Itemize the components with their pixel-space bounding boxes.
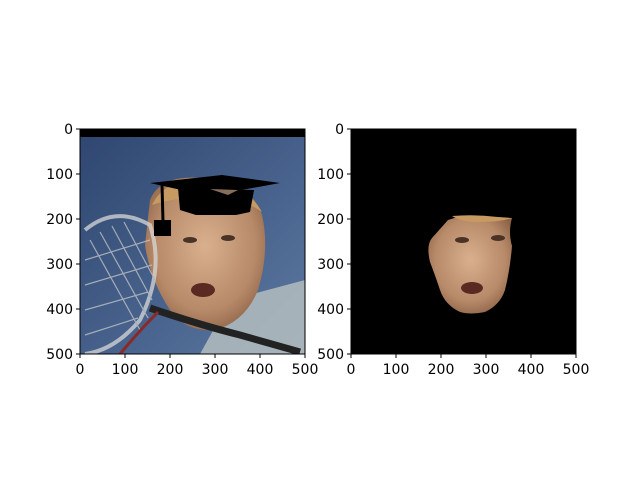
left-ytick-label: 500 — [46, 347, 73, 363]
right-ytick-label: 500 — [317, 347, 344, 363]
left-ytick-label: 100 — [46, 167, 73, 183]
left-ytick-label: 200 — [46, 212, 73, 228]
left-axes-frame — [79, 128, 306, 355]
right-xtick-label: 200 — [428, 362, 455, 378]
right-eye-1 — [455, 237, 469, 243]
left-eye-1 — [183, 237, 197, 243]
left-image — [80, 129, 305, 354]
left-ytick-label: 300 — [46, 257, 73, 273]
right-ytick-label: 300 — [317, 257, 344, 273]
left-xtick-label: 400 — [247, 362, 274, 378]
left-ytick-label: 400 — [46, 302, 73, 318]
right-axes-frame — [350, 128, 577, 355]
left-xtick-label: 0 — [76, 362, 85, 378]
right-xtick-label: 500 — [563, 362, 590, 378]
right-xtick-label: 0 — [347, 362, 356, 378]
left-xtick-label: 300 — [202, 362, 229, 378]
right-xtick-label: 400 — [518, 362, 545, 378]
left-top-border — [80, 129, 305, 137]
right-xtick-label: 100 — [383, 362, 410, 378]
left-mouth — [191, 283, 215, 297]
right-hair-segment — [452, 215, 512, 222]
right-ytick-label: 400 — [317, 302, 344, 318]
left-racket-handle — [148, 304, 301, 354]
right-ytick-label: 0 — [335, 122, 344, 138]
right-eye-2 — [491, 235, 505, 241]
right-ytick-label: 200 — [317, 212, 344, 228]
left-xtick-label: 100 — [112, 362, 139, 378]
left-xtick-label: 500 — [292, 362, 319, 378]
left-racket — [83, 214, 158, 354]
right-xtick-label: 300 — [473, 362, 500, 378]
right-image — [351, 129, 576, 354]
left-shirt-area — [200, 280, 305, 354]
right-mouth — [461, 282, 483, 294]
right-ytick-label: 100 — [317, 167, 344, 183]
left-racket-frame-red — [118, 310, 160, 354]
right-face-segment — [428, 215, 512, 314]
left-xtick-label: 200 — [157, 362, 184, 378]
left-ytick-label: 0 — [64, 122, 73, 138]
left-face — [145, 177, 266, 331]
left-eye-2 — [221, 235, 235, 241]
graduation-cap — [150, 175, 280, 236]
